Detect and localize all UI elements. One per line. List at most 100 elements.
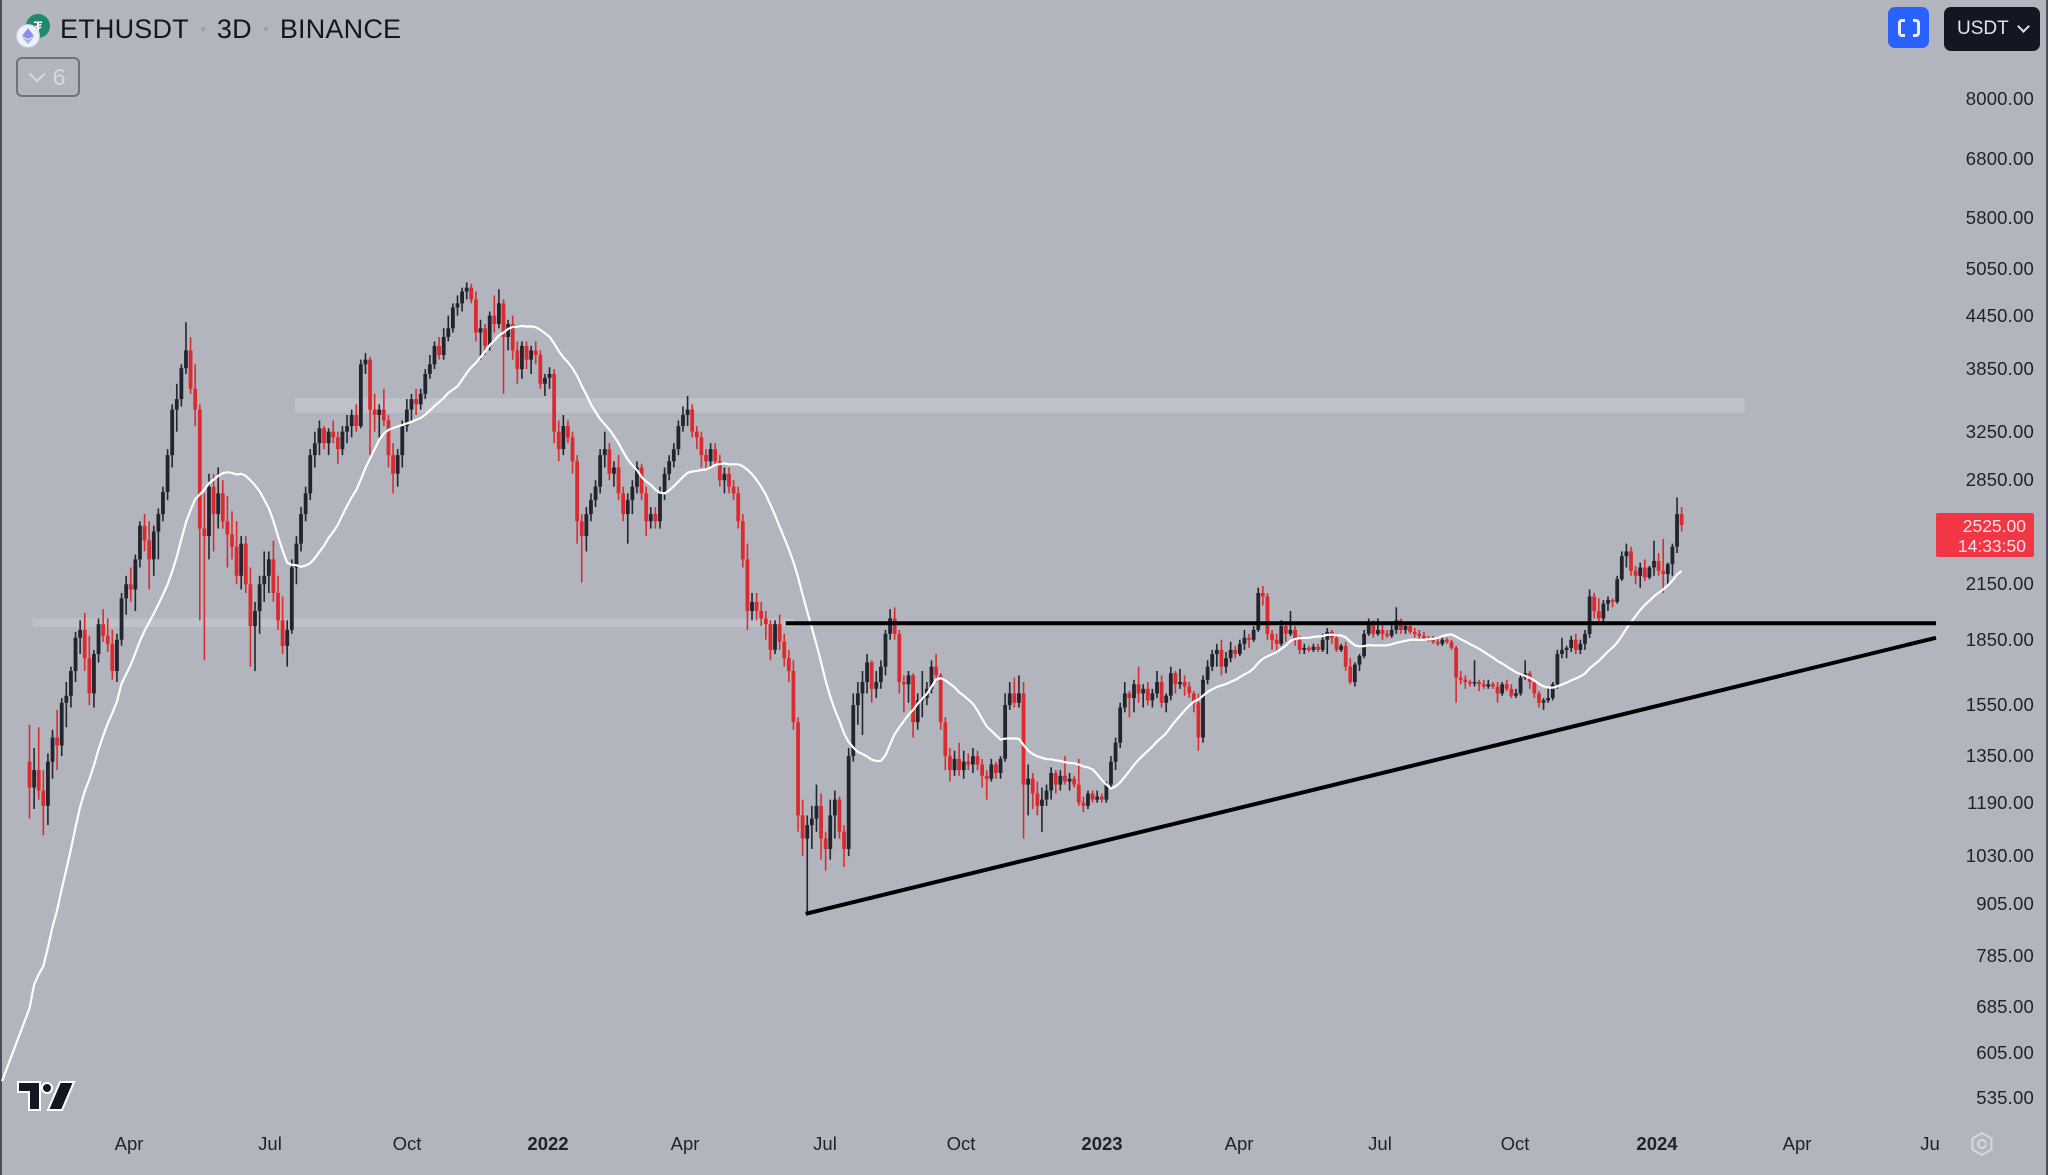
candle (1454, 645, 1459, 703)
candle (128, 567, 133, 602)
price-tick-label: 685.00 (1976, 995, 2034, 1017)
candle (598, 449, 603, 494)
candle (708, 443, 713, 468)
price-tick-label: 905.00 (1976, 892, 2034, 914)
candle (855, 682, 860, 725)
candle (1265, 592, 1270, 640)
candle (1495, 682, 1500, 703)
candle (989, 758, 994, 782)
candle (740, 514, 745, 568)
time-tick-label: Apr (1224, 1133, 1254, 1154)
candle (1182, 675, 1187, 696)
symbol-header[interactable]: ₮ ETHUSDT 3D BINANCE (14, 10, 401, 48)
candle (1619, 551, 1624, 581)
drawings-layer[interactable] (785, 621, 1937, 916)
candle (543, 373, 547, 396)
candle (248, 567, 253, 667)
candle (948, 748, 952, 782)
candle (1274, 633, 1279, 650)
candle (1560, 637, 1564, 659)
bar-countdown: 14:33:50 (1957, 536, 2026, 556)
currency-selector[interactable]: USDT (1944, 7, 2040, 51)
candle (1219, 639, 1224, 676)
candle (1090, 790, 1095, 803)
candle (197, 404, 202, 621)
time-tick-label: Apr (114, 1133, 144, 1154)
candle (1242, 629, 1247, 650)
candle (639, 463, 644, 501)
candle (285, 620, 290, 667)
candle (1601, 600, 1606, 625)
candle (55, 709, 60, 771)
candle (1555, 649, 1560, 689)
candle (1293, 626, 1297, 646)
candle (1500, 682, 1505, 696)
candle (478, 319, 483, 360)
ascending-trendline[interactable] (805, 635, 1937, 916)
candle (82, 612, 87, 672)
candle (920, 671, 925, 718)
candle (648, 507, 653, 529)
candle (635, 461, 639, 494)
candle (1113, 737, 1118, 771)
candle (662, 467, 667, 501)
candle (395, 449, 400, 487)
candle (754, 592, 759, 621)
candle (1486, 679, 1491, 689)
candle (1067, 772, 1072, 791)
candle (630, 480, 635, 515)
candle (423, 369, 428, 400)
candle (1629, 546, 1633, 576)
settings-icon[interactable] (1969, 1131, 1995, 1157)
candle (1366, 618, 1371, 636)
candle (915, 693, 920, 730)
candle (943, 717, 948, 771)
candle (621, 486, 626, 522)
candle (1514, 688, 1518, 699)
candle (814, 784, 819, 832)
candle (450, 303, 455, 333)
candle (381, 388, 386, 427)
candle (64, 682, 69, 728)
candle (671, 443, 676, 468)
candle (368, 356, 372, 456)
indicators-toggle-button[interactable]: 6 (16, 57, 80, 97)
candle (1537, 691, 1541, 708)
candle (211, 473, 216, 552)
candle (1583, 629, 1587, 650)
candle (1035, 781, 1040, 816)
price-zone[interactable] (32, 618, 794, 628)
candle (759, 601, 764, 627)
candle (1168, 666, 1173, 701)
candle (469, 283, 474, 304)
candle (174, 383, 179, 432)
candle (980, 758, 985, 788)
fullscreen-button[interactable] (1888, 7, 1929, 48)
candle (612, 461, 616, 487)
candle (87, 635, 92, 706)
candle (1053, 770, 1058, 794)
candle (644, 486, 649, 537)
candle (1394, 607, 1399, 634)
candle (1164, 693, 1169, 713)
chart-right-border (2046, 0, 2048, 1175)
candles-layer (27, 282, 1684, 914)
candle (193, 364, 198, 427)
tradingview-logo[interactable] (16, 1080, 76, 1114)
candle (1196, 693, 1201, 751)
candle (1546, 686, 1551, 703)
time-tick-label: Apr (670, 1133, 700, 1154)
candle (432, 341, 437, 370)
price-zone[interactable] (294, 398, 1745, 413)
candle (524, 341, 529, 370)
candle (883, 629, 888, 676)
time-tick-label: Jul (258, 1133, 282, 1154)
candle (202, 493, 207, 661)
price-tick-label: 4450.00 (1965, 304, 2034, 326)
candle (59, 698, 64, 757)
candle (869, 660, 874, 703)
symbol-title: ETHUSDT 3D BINANCE (60, 14, 401, 45)
candle (165, 449, 170, 501)
candle (1445, 637, 1449, 644)
